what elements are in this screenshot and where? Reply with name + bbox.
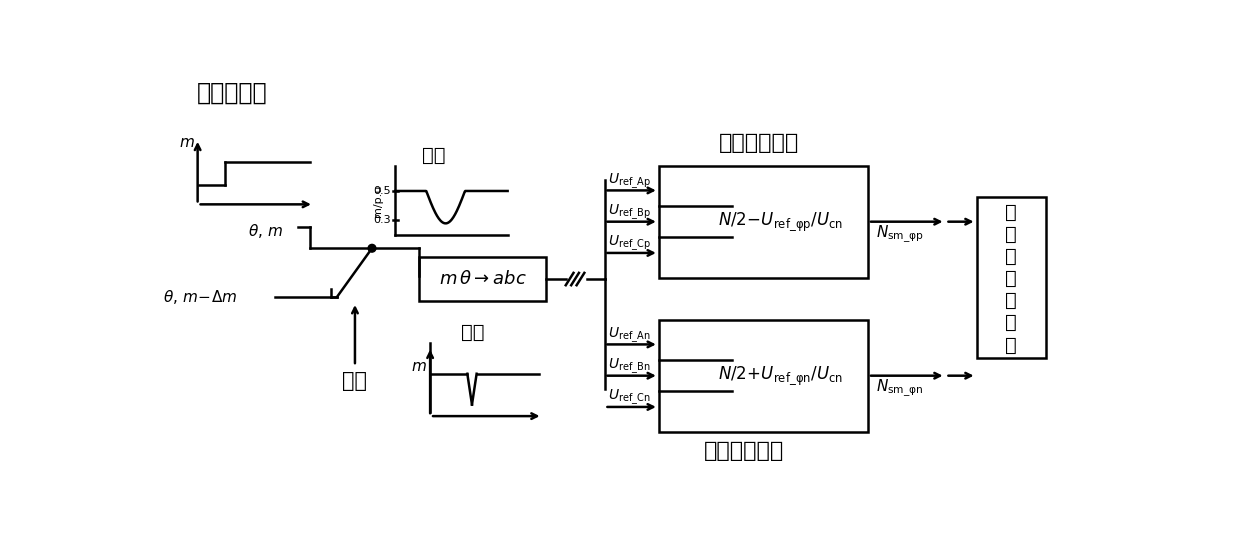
Bar xyxy=(658,166,868,277)
Bar xyxy=(977,197,1047,358)
Text: 下桥臂调制波: 下桥臂调制波 xyxy=(704,441,784,461)
Text: 制: 制 xyxy=(1006,225,1017,244)
Text: $m\,\theta \rightarrow abc$: $m\,\theta \rightarrow abc$ xyxy=(439,270,526,288)
Text: $N_{\rm sm\_\varphi n}$: $N_{\rm sm\_\varphi n}$ xyxy=(875,378,924,398)
Text: $U_{\rm ref\_Cn}$: $U_{\rm ref\_Cn}$ xyxy=(609,388,651,407)
Text: 0.3: 0.3 xyxy=(373,215,392,225)
Text: 上桥臂调制波: 上桥臂调制波 xyxy=(719,133,800,153)
Text: 压: 压 xyxy=(1006,292,1017,310)
Text: $m$: $m$ xyxy=(179,135,195,150)
Text: $U_{\rm ref\_An}$: $U_{\rm ref\_An}$ xyxy=(609,326,651,345)
Text: 调: 调 xyxy=(1006,203,1017,221)
Text: 均: 均 xyxy=(1006,269,1017,288)
Text: 与: 与 xyxy=(1006,247,1017,266)
Text: $U_{\rm ref\_Bn}$: $U_{\rm ref\_Bn}$ xyxy=(609,357,651,376)
Bar xyxy=(419,256,547,301)
Text: m/p.u: m/p.u xyxy=(373,184,383,216)
Text: $\theta,\, m$: $\theta,\, m$ xyxy=(248,222,284,241)
Text: 理论: 理论 xyxy=(461,323,485,342)
Text: 制: 制 xyxy=(1006,335,1017,355)
Text: 0.5: 0.5 xyxy=(373,186,392,196)
Text: 注入: 注入 xyxy=(342,372,367,391)
Text: $m$: $m$ xyxy=(412,358,428,374)
Text: $U_{\rm ref\_Cp}$: $U_{\rm ref\_Cp}$ xyxy=(609,234,651,253)
Text: $N_{\rm sm\_\varphi p}$: $N_{\rm sm\_\varphi p}$ xyxy=(875,224,924,244)
Bar xyxy=(658,320,868,431)
Text: 仿真: 仿真 xyxy=(423,146,445,164)
Text: $N/2\!-\!U_{\rm ref\_\varphi p}/U_{\rm cn}$: $N/2\!-\!U_{\rm ref\_\varphi p}/U_{\rm c… xyxy=(718,210,843,233)
Text: $U_{\rm ref\_Ap}$: $U_{\rm ref\_Ap}$ xyxy=(609,172,651,191)
Circle shape xyxy=(368,244,376,252)
Text: 常规调制波: 常规调制波 xyxy=(197,81,268,105)
Text: $N/2\!+\!U_{\rm ref\_\varphi n}/U_{\rm cn}$: $N/2\!+\!U_{\rm ref\_\varphi n}/U_{\rm c… xyxy=(718,364,843,387)
Text: 控: 控 xyxy=(1006,313,1017,333)
Text: $U_{\rm ref\_Bp}$: $U_{\rm ref\_Bp}$ xyxy=(609,203,651,222)
Text: $\theta,\, m\!-\!\Delta m$: $\theta,\, m\!-\!\Delta m$ xyxy=(162,288,237,306)
